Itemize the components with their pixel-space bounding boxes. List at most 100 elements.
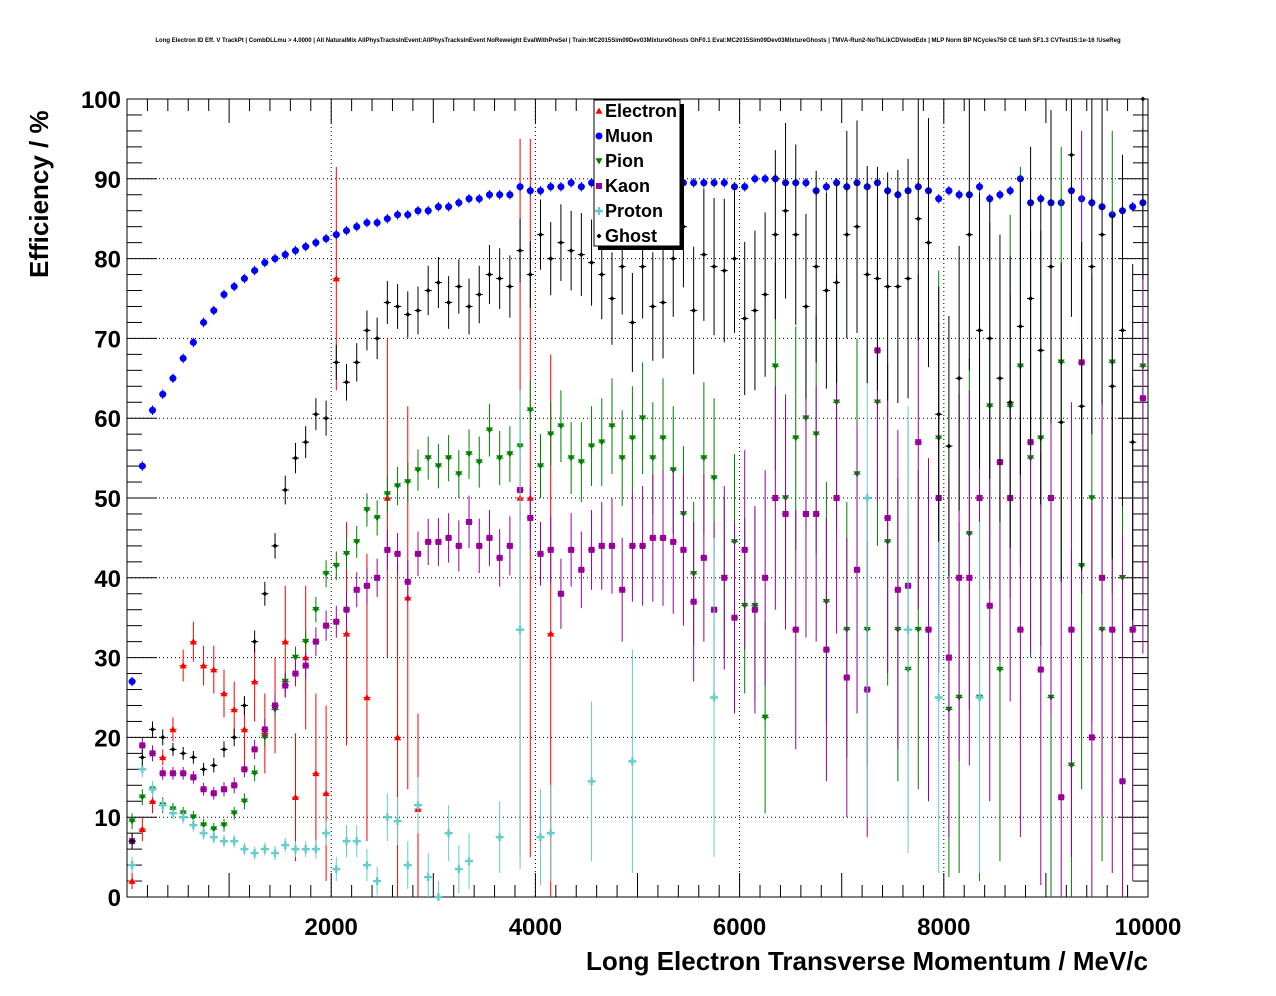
data-point bbox=[333, 359, 339, 365]
data-point bbox=[292, 670, 299, 677]
data-point bbox=[271, 849, 280, 858]
data-point bbox=[935, 195, 943, 203]
data-point bbox=[322, 571, 330, 578]
data-point bbox=[751, 175, 759, 183]
data-point bbox=[189, 338, 197, 346]
data-point bbox=[547, 630, 555, 637]
data-point bbox=[793, 232, 799, 238]
data-point bbox=[180, 770, 187, 777]
data-point bbox=[547, 431, 555, 438]
data-point bbox=[1038, 347, 1044, 353]
data-point bbox=[486, 272, 492, 278]
data-point bbox=[527, 514, 534, 521]
data-point bbox=[220, 822, 228, 829]
data-point bbox=[240, 275, 248, 283]
data-point bbox=[885, 284, 891, 290]
data-point bbox=[394, 550, 401, 557]
data-point bbox=[383, 813, 392, 822]
data-point bbox=[384, 299, 390, 305]
data-point bbox=[413, 801, 422, 810]
data-point bbox=[578, 566, 585, 573]
data-point bbox=[802, 179, 810, 187]
data-point bbox=[578, 252, 584, 258]
data-point bbox=[782, 510, 789, 517]
data-point bbox=[546, 829, 555, 838]
data-point bbox=[220, 690, 228, 697]
data-point bbox=[395, 303, 401, 309]
data-point bbox=[1139, 395, 1146, 402]
data-point bbox=[914, 626, 922, 634]
data-point bbox=[230, 837, 239, 846]
data-point bbox=[311, 845, 320, 854]
data-point bbox=[179, 354, 187, 362]
data-point bbox=[792, 435, 800, 442]
data-point bbox=[485, 191, 493, 199]
data-point bbox=[189, 821, 198, 830]
series-kaon bbox=[128, 130, 1147, 897]
data-point bbox=[843, 674, 850, 681]
data-point bbox=[884, 514, 891, 521]
data-point bbox=[394, 211, 402, 219]
y-tick-label: 70 bbox=[94, 326, 121, 353]
data-point bbox=[303, 439, 309, 445]
data-point bbox=[425, 538, 432, 545]
data-point bbox=[200, 822, 208, 829]
data-point bbox=[588, 179, 596, 187]
data-point bbox=[639, 415, 647, 422]
data-point bbox=[1058, 794, 1065, 801]
data-point bbox=[598, 439, 606, 446]
data-point bbox=[834, 280, 840, 286]
data-point bbox=[711, 264, 717, 270]
data-point bbox=[1099, 232, 1105, 238]
data-point bbox=[189, 814, 197, 821]
data-point bbox=[761, 714, 769, 721]
data-point bbox=[700, 455, 708, 462]
data-point bbox=[475, 195, 483, 203]
data-point bbox=[230, 810, 238, 817]
data-point bbox=[221, 746, 227, 752]
data-point bbox=[445, 455, 453, 462]
data-point bbox=[445, 203, 453, 211]
data-point bbox=[281, 251, 289, 259]
data-point bbox=[639, 542, 646, 549]
data-point bbox=[1119, 778, 1126, 785]
data-point bbox=[210, 666, 218, 673]
y-tick-label: 10 bbox=[94, 805, 121, 832]
data-point bbox=[139, 754, 145, 760]
data-point bbox=[813, 510, 820, 517]
data-point bbox=[526, 407, 534, 414]
data-point bbox=[537, 550, 544, 557]
data-point bbox=[241, 702, 247, 708]
data-point bbox=[567, 179, 575, 187]
data-point bbox=[863, 494, 872, 502]
data-point bbox=[190, 754, 196, 760]
data-point bbox=[169, 725, 177, 733]
data-point bbox=[394, 733, 402, 741]
data-point bbox=[589, 260, 595, 266]
data-point bbox=[517, 248, 523, 254]
data-point bbox=[404, 479, 412, 486]
data-point bbox=[608, 542, 615, 549]
legend-marker-pion bbox=[595, 158, 603, 165]
data-point bbox=[343, 227, 351, 235]
data-point bbox=[434, 893, 443, 901]
data-point bbox=[537, 187, 545, 195]
data-point bbox=[138, 825, 146, 832]
data-point bbox=[894, 586, 901, 593]
data-point bbox=[1088, 734, 1095, 741]
data-point bbox=[353, 539, 361, 546]
data-point bbox=[424, 873, 433, 882]
data-point bbox=[619, 264, 625, 270]
data-point bbox=[628, 757, 637, 766]
data-point bbox=[250, 849, 259, 858]
data-point bbox=[383, 215, 391, 223]
data-point bbox=[159, 770, 166, 777]
data-point bbox=[282, 682, 289, 689]
data-point bbox=[211, 762, 217, 768]
data-point bbox=[373, 877, 382, 886]
data-point bbox=[374, 574, 381, 581]
y-axis-title: Efficiency / % bbox=[24, 110, 54, 278]
data-point bbox=[742, 315, 748, 321]
data-point bbox=[762, 292, 768, 298]
data-point bbox=[363, 694, 371, 701]
